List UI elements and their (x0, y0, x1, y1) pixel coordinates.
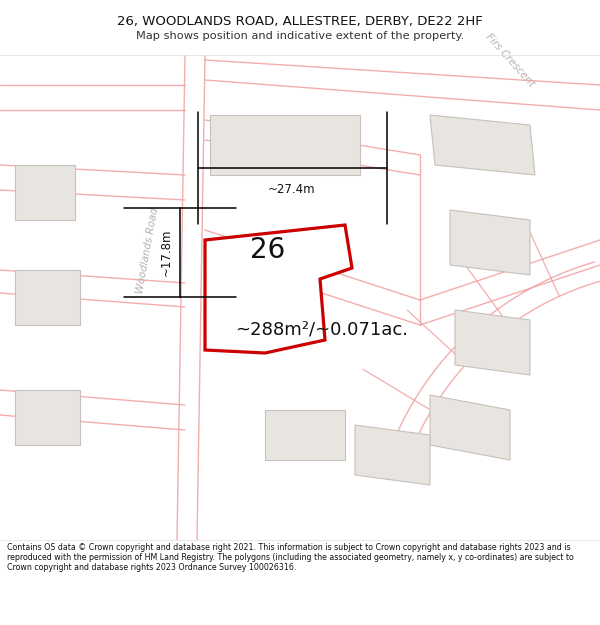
Polygon shape (205, 225, 352, 353)
Text: 26, WOODLANDS ROAD, ALLESTREE, DERBY, DE22 2HF: 26, WOODLANDS ROAD, ALLESTREE, DERBY, DE… (117, 16, 483, 28)
Polygon shape (355, 425, 430, 485)
Text: Map shows position and indicative extent of the property.: Map shows position and indicative extent… (136, 31, 464, 41)
Text: ~288m²/~0.071ac.: ~288m²/~0.071ac. (235, 321, 408, 339)
Polygon shape (15, 165, 75, 220)
Polygon shape (265, 410, 345, 460)
Text: ~17.8m: ~17.8m (160, 229, 173, 276)
Text: Firs Crescent: Firs Crescent (484, 31, 536, 89)
Text: ~27.4m: ~27.4m (268, 183, 316, 196)
Text: 26: 26 (250, 236, 286, 264)
Polygon shape (450, 210, 530, 275)
Polygon shape (15, 270, 80, 325)
Polygon shape (430, 115, 535, 175)
Text: Contains OS data © Crown copyright and database right 2021. This information is : Contains OS data © Crown copyright and d… (7, 542, 574, 572)
Polygon shape (430, 395, 510, 460)
Polygon shape (210, 115, 360, 175)
Polygon shape (455, 310, 530, 375)
Polygon shape (15, 390, 80, 445)
Text: Woodlands Road: Woodlands Road (136, 206, 161, 294)
